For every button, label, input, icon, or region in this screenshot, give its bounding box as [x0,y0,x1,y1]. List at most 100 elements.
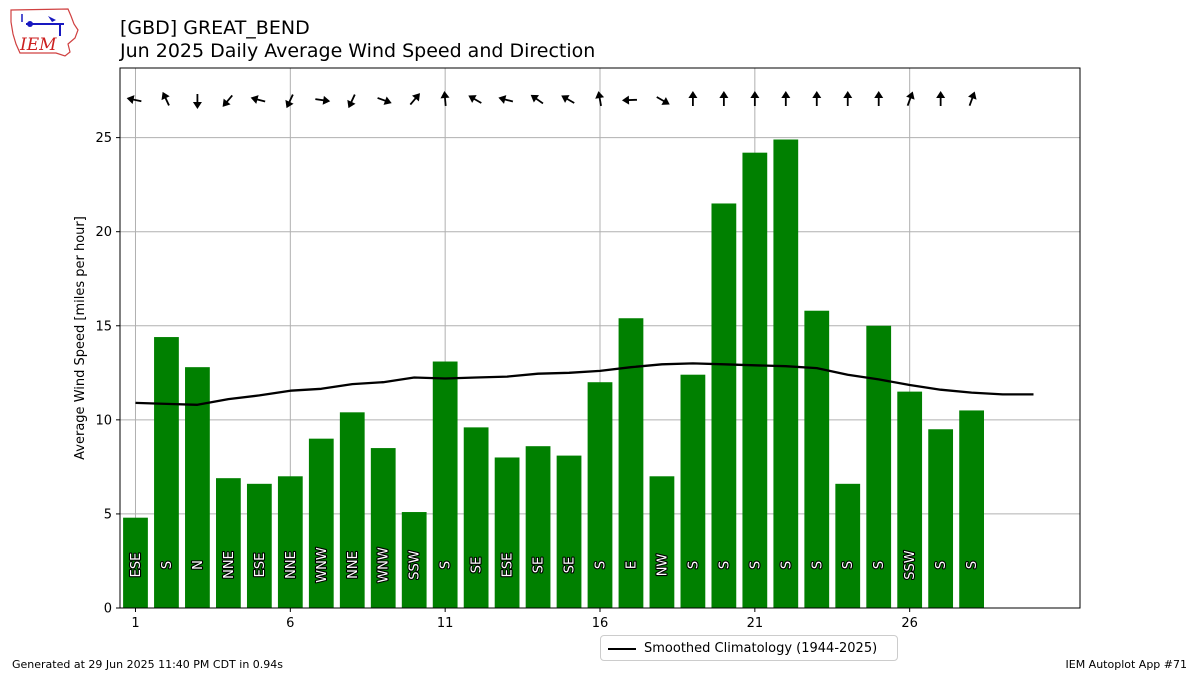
bar [587,382,613,608]
wind-arrow [843,91,853,106]
wind-arrow-head [322,95,331,105]
wind-arrow [377,96,392,105]
bar [897,391,923,608]
direction-label: S [872,561,887,569]
x-tick-label: 26 [901,616,918,631]
direction-label: S [717,561,732,569]
bar [432,361,458,608]
chart-subtitle: Jun 2025 Daily Average Wind Speed and Di… [120,40,596,62]
wind-arrow [161,91,170,106]
wind-arrow [498,95,514,104]
wind-arrow-head [222,98,231,107]
legend-label: Smoothed Climatology (1944-2025) [644,641,878,656]
wind-arrow [222,94,233,107]
logo-text: IEM [19,35,57,55]
chart-title: [GBD] GREAT_BEND [120,17,310,39]
bar [370,448,396,608]
direction-label: NW [655,554,670,577]
bar [277,476,303,608]
footer-app: IEM Autoplot App #71 [1065,658,1188,671]
iem-logo: IEM [8,6,80,58]
wind-arrow-head [192,102,202,109]
wind-arrow-head [936,91,946,98]
y-tick-label: 25 [95,131,112,146]
wind-arrow-head [621,95,630,105]
wind-arrow [126,95,142,104]
wind-arrow-head [161,91,170,101]
wind-arrow-head [812,91,822,98]
wind-arrow [621,95,637,105]
wind-arrow-head [561,95,570,103]
direction-label: S [594,561,609,569]
y-tick-label: 20 [95,225,112,240]
wind-arrow [595,91,605,107]
wind-arrow [250,95,266,104]
direction-label: SSW [903,550,918,580]
wind-arrow [936,91,946,106]
direction-label: E [624,561,639,569]
x-tick-label: 21 [747,616,764,631]
x-tick-label: 6 [286,616,294,631]
direction-label: ESE [501,553,516,578]
direction-label: SE [532,557,547,573]
x-tick-label: 16 [592,616,609,631]
wind-arrow-head [498,95,507,104]
direction-label: NNE [222,551,237,579]
y-tick-label: 10 [95,413,112,428]
bar [804,310,830,608]
bar [959,410,984,608]
direction-label: S [841,561,856,569]
climatology-line [135,362,1034,406]
wind-arrow [750,91,760,106]
wind-arrow [874,91,884,106]
legend: Smoothed Climatology (1944-2025) [600,635,898,661]
wind-arrow [440,91,450,107]
wind-arrow [409,93,420,106]
wind-arrow [285,94,294,109]
wind-arrow [781,91,791,106]
bar [185,367,210,608]
wind-arrow-head [468,95,477,103]
wind-arrow [561,95,575,104]
bar [773,139,799,608]
bar [401,512,427,608]
bar [339,412,365,608]
bar [525,446,551,608]
direction-label: SE [563,557,578,573]
wind-arrow-head [781,91,791,98]
wind-arrow [812,91,822,106]
direction-label: WNW [377,547,392,583]
wind-arrow-head [383,96,392,105]
climatology-series [135,362,1034,406]
wind-arrow-head [750,91,760,98]
wind-arrow [530,94,544,105]
bar [246,483,272,608]
direction-label: NNE [346,551,361,579]
wind-arrow-head [688,91,698,98]
direction-label: SE [470,557,485,573]
wind-arrow-head [285,99,294,109]
wind-arrow-head [126,95,135,104]
direction-label: NNE [284,551,299,579]
wind-arrow [468,95,482,104]
bar [928,429,954,608]
bar [123,517,148,608]
wind-arrow-head [440,91,450,99]
bar [308,438,334,608]
bar [742,152,768,608]
wind-arrow [688,91,698,106]
x-tick-label: 11 [437,616,454,631]
footer-generated: Generated at 29 Jun 2025 11:40 PM CDT in… [12,658,284,671]
bar [866,325,892,608]
direction-label: S [779,561,794,569]
bar [711,203,737,608]
bar [494,457,520,608]
bar [154,337,179,608]
direction-label: N [191,560,206,570]
wind-arrow-head [530,94,540,103]
y-axis-label: Average Wind Speed [miles per hour] [73,216,88,460]
bar [216,478,241,608]
wind-arrow-head [843,91,853,98]
